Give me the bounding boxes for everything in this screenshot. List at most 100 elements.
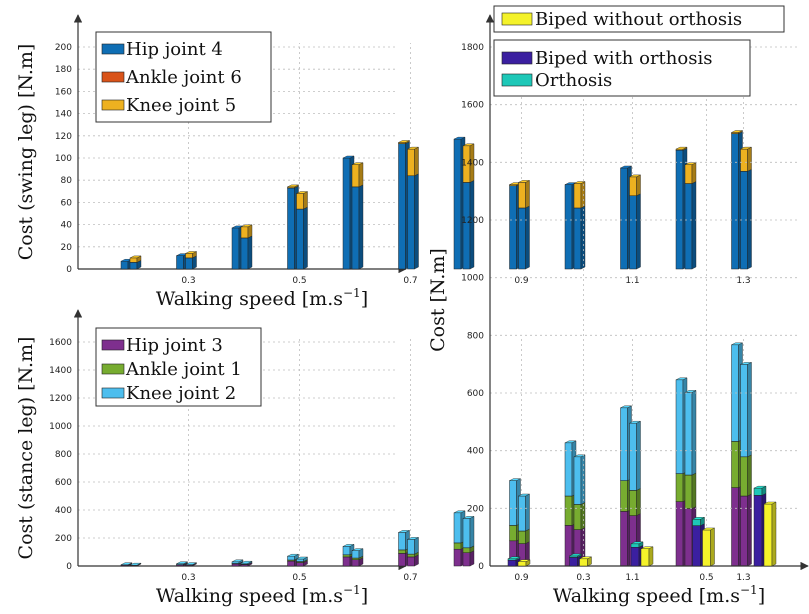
y-tick-label: 1800 (461, 43, 484, 53)
stance-bar-knee-joint-2-side (636, 420, 641, 491)
stance-bar-knee-joint-2-front (518, 495, 526, 532)
stance-bar-ankle-joint-1-front (675, 473, 684, 502)
legend-label: Knee joint 2 (126, 383, 236, 404)
y-tick-label: 1000 (461, 274, 484, 284)
swing-bar-knee-joint-5-front (684, 164, 693, 184)
swing-bar-hip-joint-4-side (358, 184, 364, 270)
swing-bar-hip-joint-4-front (675, 149, 684, 270)
swing-bar-hip-joint-4-front (564, 184, 573, 270)
swing-bar-hip-joint-4-front (129, 262, 138, 270)
x-axis-label-exponent: −1 (343, 583, 361, 597)
y-tick-label: 60 (61, 198, 73, 208)
swing-bar-knee-joint-5-front (573, 183, 582, 209)
swing-bar-hip-joint-4-front (296, 208, 304, 270)
y-tick-label: 0 (66, 562, 72, 572)
swing-bar-knee-joint-5-side (636, 174, 641, 197)
stance-bar-knee-joint-2 (398, 530, 410, 551)
stance-bar-knee-joint-2-front (509, 480, 517, 526)
stance-bar-ankle-joint-1-front (342, 554, 351, 558)
bar-orthosis (753, 485, 767, 496)
swing-bar-hip-joint-4-front (240, 237, 249, 270)
swing-bar-knee-joint-5-side (358, 162, 364, 188)
legend-without-orthosis: Biped without orthosis (493, 5, 785, 33)
legend-label: Biped with orthosis (535, 48, 712, 69)
bar-biped-without-orthosis-top (763, 501, 777, 505)
stance-bar-ankle-joint-1-front (453, 542, 462, 550)
stance-bar-knee-joint-2-side (469, 516, 475, 549)
swing-bar-hip-joint-4 (296, 206, 308, 270)
y-tick-label: 1600 (49, 338, 72, 348)
swing-bar-hip-joint-4-front (342, 157, 351, 270)
stance-bar-hip-joint-3-front (398, 553, 406, 567)
y-tick-label: 1000 (49, 422, 72, 432)
stance-bar-knee-joint-2-top (620, 405, 632, 408)
stance-bar-knee-joint-2-top (342, 544, 355, 547)
swing-bar-knee-joint-5-side (247, 224, 253, 239)
bar-biped-with-orthosis-front (569, 557, 578, 567)
stance-bar-knee-joint-2-front (453, 512, 462, 544)
swing-bar-knee-joint-5 (731, 130, 743, 134)
stance-bar-hip-joint-3-front (287, 560, 295, 567)
x-tick-label: 1.1 (625, 573, 639, 583)
bar-biped-without-orthosis-top (640, 546, 654, 549)
swing-leg-chart: 0 20 40 60 80 100 120 140 160 180 200 0.3 0.5 0.7 0.9 1… (15, 14, 752, 310)
stance-bar-knee-joint-2-top (129, 562, 142, 566)
stance-bar-knee-joint-2-front (629, 422, 637, 491)
bar-orthosis-front (630, 543, 640, 548)
stance-bar-knee-joint-2-top (176, 561, 188, 564)
stance-bar-hip-joint-3-side (747, 493, 752, 567)
x-tick-label: 1.1 (625, 276, 639, 286)
swing-bar-hip-joint-4-front (407, 175, 415, 270)
legend-frame (493, 5, 785, 33)
y-tick-label: 180 (55, 65, 72, 75)
y-tick-label: 200 (467, 504, 484, 514)
stance-bar-ankle-joint-1-front (684, 474, 693, 509)
stance-bar-knee-joint-2-top (453, 510, 466, 513)
stance-bar-hip-joint-3 (462, 550, 475, 567)
stance-bar-knee-joint-2 (129, 562, 142, 566)
stance-bar-hip-joint-3-front (342, 556, 351, 567)
swing-bar-hip-joint-4-top (453, 136, 466, 140)
swing-bar-hip-joint-4-side (691, 181, 697, 270)
stance-bar-ankle-joint-1-front (398, 549, 406, 554)
swing-bar-hip-joint-4 (351, 184, 364, 270)
legend-label: Hip joint 4 (126, 39, 223, 60)
swing-legend: Hip joint 4 Ankle joint 6 Knee joint 5 (95, 31, 272, 123)
stance-bar-ankle-joint-1-front (509, 525, 517, 542)
y-tick-label: 1400 (461, 158, 484, 168)
swing-bar-knee-joint-5 (398, 140, 410, 144)
bar-orthosis (692, 516, 705, 526)
bar-biped-without-orthosis (517, 559, 531, 567)
stance-bar-knee-joint-2-front (231, 561, 240, 564)
swing-bar-knee-joint-5-side (691, 162, 697, 184)
stance-bar-knee-joint-2-top (185, 562, 197, 565)
total-cost-chart: 0 200 400 600 800 1000 1200 1400 1600 1800 0.3 0.5 0… (427, 5, 809, 607)
legend-label: Hip joint 3 (126, 335, 223, 356)
stance-bar-knee-joint-2 (231, 559, 244, 564)
stance-bar-hip-joint-3-front (231, 563, 240, 567)
legend-frame (95, 31, 272, 123)
bar-biped-with-orthosis-front (753, 495, 763, 567)
x-axis-label-exponent: −1 (740, 583, 758, 597)
swing-bar-knee-joint-5-front (296, 193, 304, 210)
swing-bar-knee-joint-5-top (675, 146, 688, 150)
stance-bar-ankle-joint-1-front (518, 530, 526, 544)
swing-bar-hip-joint-4-side (192, 255, 197, 270)
bar-biped-without-orthosis-side (710, 527, 715, 567)
y-tick-label: 1200 (49, 394, 72, 404)
x-tick-label: 0.7 (403, 276, 417, 286)
legend-label: Knee joint 5 (126, 95, 236, 116)
stance-bar-knee-joint-2-top (351, 548, 364, 551)
bar-orthosis (630, 541, 644, 548)
swing-bar-knee-joint-5-top (129, 255, 142, 259)
swing-bar-hip-joint-4 (684, 181, 697, 270)
stance-bar-hip-joint-3-front (675, 501, 684, 567)
swing-bar-knee-joint-5 (351, 162, 364, 188)
x-tick-label: 1.3 (736, 573, 750, 583)
swing-bar-knee-joint-5-side (747, 146, 752, 172)
stance-bar-hip-joint-3-front (620, 511, 628, 567)
swing-bar-hip-joint-4-front (120, 260, 129, 270)
swing-bar-knee-joint-5-front (351, 164, 360, 188)
stance-bar-knee-joint-2 (176, 561, 188, 565)
x-axis-label-main: Walking speed [m.s (156, 585, 343, 607)
